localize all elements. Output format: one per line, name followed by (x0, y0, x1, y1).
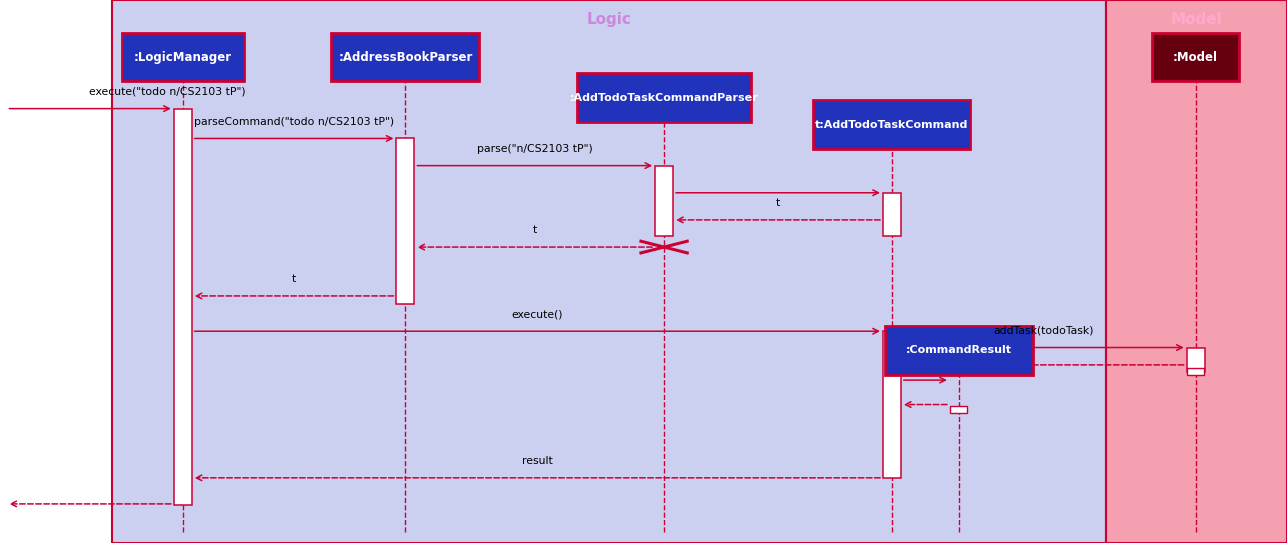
Bar (883, 331, 901, 478)
Bar (121, 33, 245, 81)
Bar (1152, 33, 1239, 81)
Bar (1106, 0, 1287, 543)
Bar (655, 166, 673, 236)
Text: :CommandResult: :CommandResult (906, 345, 1012, 355)
Bar (1188, 369, 1205, 376)
Text: t: t (292, 274, 296, 284)
Bar (950, 406, 968, 414)
Text: t: t (776, 198, 780, 208)
Bar (174, 109, 192, 505)
Text: parse("n/CS2103 tP"): parse("n/CS2103 tP") (477, 144, 592, 154)
Text: addTask(todoTask): addTask(todoTask) (994, 326, 1094, 336)
Bar (813, 100, 970, 149)
Text: Model: Model (1170, 11, 1223, 27)
Text: :AddTodoTaskCommandParser: :AddTodoTaskCommandParser (570, 93, 758, 103)
Text: Logic: Logic (587, 11, 631, 27)
Bar (332, 33, 479, 81)
Text: :AddressBookParser: :AddressBookParser (338, 50, 472, 64)
Bar (1187, 348, 1205, 372)
Text: parseCommand("todo n/CS2103 tP"): parseCommand("todo n/CS2103 tP") (194, 117, 394, 127)
Bar (577, 73, 752, 122)
Text: result: result (523, 456, 552, 466)
Text: :Model: :Model (1174, 50, 1218, 64)
Text: t: t (533, 225, 537, 235)
Text: execute(): execute() (511, 310, 564, 319)
Text: :LogicManager: :LogicManager (134, 50, 232, 64)
Bar (396, 138, 414, 304)
Text: t:AddTodoTaskCommand: t:AddTodoTaskCommand (815, 120, 969, 130)
Bar (883, 193, 901, 236)
Bar (112, 0, 1106, 543)
Text: execute("todo n/CS2103 tP"): execute("todo n/CS2103 tP") (89, 87, 246, 97)
Bar (885, 326, 1033, 375)
